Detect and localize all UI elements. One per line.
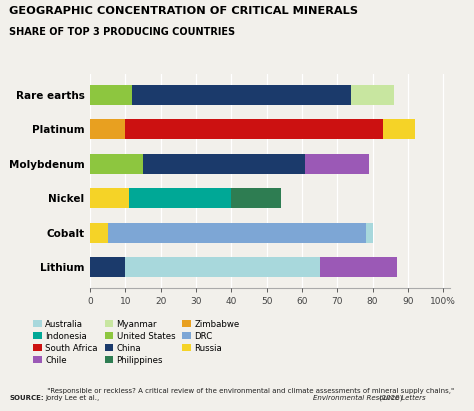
Bar bbox=[90, 154, 143, 173]
Bar bbox=[231, 188, 281, 208]
Bar bbox=[126, 257, 319, 277]
Bar bbox=[90, 119, 126, 139]
Text: GEOGRAPHIC CONCENTRATION OF CRITICAL MINERALS: GEOGRAPHIC CONCENTRATION OF CRITICAL MIN… bbox=[9, 6, 358, 16]
Bar bbox=[126, 119, 383, 139]
Bar bbox=[108, 222, 365, 242]
Text: "Responsible or reckless? A critical review of the environmental and climate ass: "Responsible or reckless? A critical rev… bbox=[45, 388, 454, 401]
Bar bbox=[90, 188, 129, 208]
Bar bbox=[383, 119, 415, 139]
Text: SOURCE:: SOURCE: bbox=[9, 395, 44, 401]
Bar bbox=[90, 222, 108, 242]
Bar bbox=[143, 154, 306, 173]
Bar bbox=[90, 257, 126, 277]
Legend: Australia, Indonesia, South Africa, Chile, Myanmar, United States, China, Philip: Australia, Indonesia, South Africa, Chil… bbox=[33, 320, 239, 365]
Text: (2020): (2020) bbox=[377, 394, 402, 401]
Bar bbox=[319, 257, 397, 277]
Text: SHARE OF TOP 3 PRODUCING COUNTRIES: SHARE OF TOP 3 PRODUCING COUNTRIES bbox=[9, 27, 236, 37]
Bar bbox=[306, 154, 369, 173]
Bar bbox=[129, 188, 231, 208]
Bar bbox=[351, 85, 394, 105]
Bar bbox=[90, 85, 132, 105]
Bar bbox=[132, 85, 351, 105]
Bar bbox=[365, 222, 373, 242]
Text: Environmental Resource Letters: Environmental Resource Letters bbox=[313, 395, 426, 401]
